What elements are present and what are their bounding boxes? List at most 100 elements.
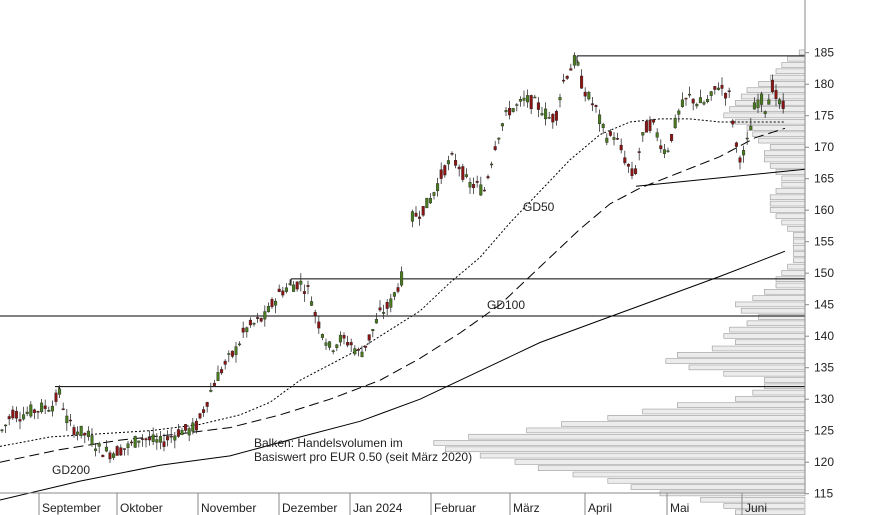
candle-down — [623, 157, 627, 164]
candle-down — [569, 68, 573, 71]
volume-bar — [723, 370, 806, 377]
candle-down — [176, 429, 180, 437]
candle-up — [425, 197, 429, 209]
candle-up — [544, 108, 548, 120]
candle-down — [212, 382, 216, 386]
x-tick-label: Oktober — [120, 501, 163, 515]
candle-down — [590, 103, 594, 106]
candle-up — [749, 125, 753, 131]
candle-up — [500, 123, 504, 127]
candle-down — [140, 438, 144, 440]
candle-up — [274, 300, 278, 306]
candle-up — [25, 411, 29, 415]
candle-up — [706, 99, 710, 102]
volume-bar — [781, 219, 806, 226]
candle-down — [364, 345, 368, 348]
volume-profile — [433, 49, 806, 515]
axes: 115 120 125 130 135 140 145 150 155 160 165 170 175 1… — [0, 0, 834, 515]
volume-bar — [468, 433, 806, 440]
candle-down — [306, 285, 310, 287]
volume-bar — [723, 333, 806, 339]
candle-down — [508, 108, 512, 116]
candle-up — [371, 329, 375, 332]
candle-down — [482, 189, 486, 192]
y-tick-label: 165 — [814, 172, 834, 186]
candle-up — [400, 271, 404, 286]
candle-down — [637, 151, 641, 153]
candle-up — [104, 446, 108, 452]
candle-down — [11, 409, 15, 419]
candle-up — [187, 428, 191, 436]
volume-bar — [793, 257, 806, 264]
candle-up — [641, 132, 645, 136]
candle-down — [727, 90, 731, 92]
candle-up — [360, 351, 364, 358]
candle-down — [14, 410, 18, 419]
candle-up — [518, 99, 522, 102]
candle-down — [454, 160, 458, 166]
candle-up — [338, 334, 342, 343]
candle-up — [479, 184, 483, 196]
x-tick-label: Mai — [670, 501, 689, 515]
x-tick-label: September — [42, 501, 101, 515]
volume-bar — [787, 55, 806, 62]
candle-up — [677, 110, 681, 115]
candle-down — [421, 206, 425, 216]
volume-bar — [526, 427, 806, 434]
candle-down — [101, 454, 105, 458]
candle-down — [450, 153, 454, 155]
candle-up — [292, 284, 296, 292]
volume-bar — [793, 251, 806, 257]
volume-bar — [711, 345, 806, 352]
series-label-gd50: GD50 — [523, 200, 555, 214]
candle-up — [598, 114, 602, 125]
candle-up — [238, 343, 242, 346]
candle-up — [695, 104, 699, 107]
candle-down — [630, 168, 634, 177]
candle-down — [115, 446, 119, 456]
candle-up — [299, 280, 303, 285]
candle-down — [230, 350, 234, 357]
candle-up — [716, 87, 720, 90]
volume-bar — [752, 295, 806, 301]
volume-bar — [746, 125, 806, 131]
candle-down — [194, 420, 198, 431]
candle-down — [295, 281, 299, 290]
volume-bar — [433, 440, 806, 446]
candle-down — [198, 413, 202, 419]
candle-up — [227, 353, 231, 355]
candle-up — [29, 404, 33, 417]
moving-average-gd200 — [0, 250, 786, 501]
candle-down — [616, 138, 620, 140]
horizontal-levels — [0, 55, 806, 393]
candle-down — [184, 424, 188, 431]
candle-down — [461, 166, 465, 180]
annotation-line-1: Balken: Handelsvolumen im — [254, 436, 403, 450]
candle-down — [36, 411, 40, 413]
candle-up — [112, 453, 116, 458]
volume-bar — [630, 484, 806, 490]
volume-bar — [735, 339, 806, 345]
candle-down — [220, 369, 224, 374]
candle-up — [432, 192, 436, 196]
candle-down — [205, 402, 209, 407]
moving-average-gd50 — [0, 118, 785, 447]
candle-up — [745, 137, 749, 140]
candle-down — [554, 111, 558, 121]
x-tick-label: Juni — [745, 501, 767, 515]
candlesticks — [0, 52, 785, 463]
volume-bar — [764, 289, 806, 295]
y-tick-label: 160 — [814, 203, 834, 217]
candle-up — [288, 283, 292, 285]
candle-down — [713, 86, 717, 90]
candle-up — [389, 298, 393, 308]
candle-up — [756, 99, 760, 109]
candle-up — [353, 348, 357, 355]
candle-up — [22, 414, 26, 420]
volume-bar — [769, 207, 806, 213]
candle-up — [778, 99, 782, 105]
candle-down — [691, 98, 695, 104]
candle-up — [266, 305, 270, 313]
candle-up — [410, 211, 414, 222]
